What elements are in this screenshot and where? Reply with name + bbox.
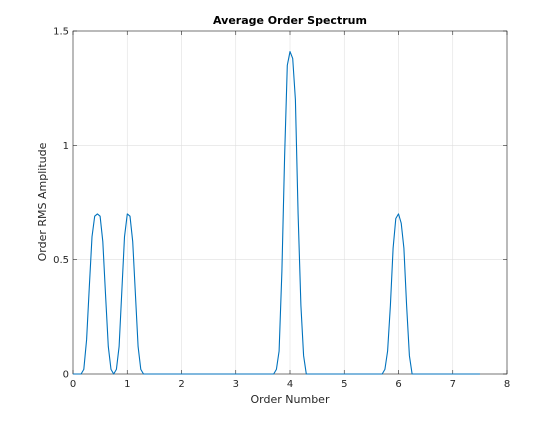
x-tick-label: 5 — [341, 379, 347, 390]
series-layer — [73, 51, 480, 375]
x-tick-label: 6 — [395, 379, 401, 390]
tick-layer: 0 1 2 3 4 5 6 7 8 0 0.5 1 1.5 — [53, 27, 510, 391]
x-tick-label: 0 — [70, 379, 76, 390]
x-tick-label: 2 — [178, 379, 184, 390]
spectrum-series-line — [73, 51, 480, 375]
y-tick-label: 0.5 — [53, 255, 69, 266]
grid-layer — [72, 30, 508, 375]
x-tick-label: 8 — [504, 379, 510, 390]
y-tick-label: 1.5 — [53, 27, 69, 38]
x-axis-label: Order Number — [251, 393, 330, 406]
y-tick-label: 1 — [63, 141, 69, 152]
x-tick-label: 7 — [450, 379, 456, 390]
x-tick-label: 3 — [233, 379, 239, 390]
x-tick-label: 1 — [124, 379, 130, 390]
y-axis-label: Order RMS Amplitude — [36, 142, 49, 261]
y-tick-label: 0 — [63, 370, 69, 381]
x-tick-label: 4 — [287, 379, 293, 390]
chart-title: Average Order Spectrum — [213, 14, 367, 27]
